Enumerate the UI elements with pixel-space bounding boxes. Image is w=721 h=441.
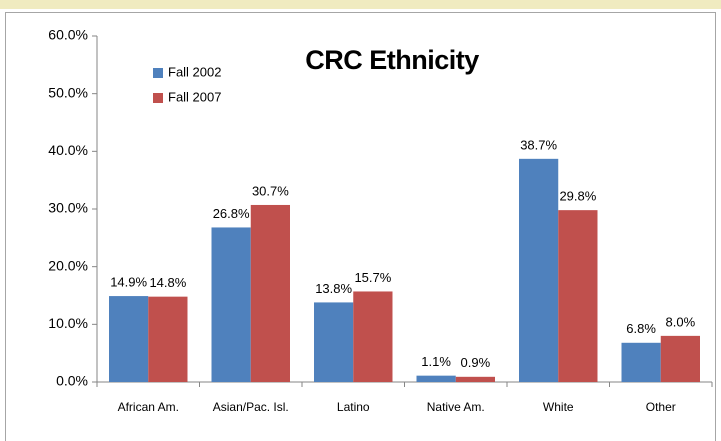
chart-title: CRC Ethnicity [305, 45, 479, 75]
legend-label: Fall 2007 [168, 89, 221, 104]
bar [558, 210, 598, 382]
y-tick-label: 10.0% [48, 315, 88, 331]
value-label: 15.7% [354, 270, 391, 285]
bar [353, 291, 393, 382]
top-band [0, 0, 721, 9]
value-label: 1.1% [421, 354, 451, 369]
y-tick-label: 50.0% [48, 84, 88, 100]
bar [250, 204, 290, 382]
value-label: 8.0% [666, 314, 696, 329]
bar [455, 376, 495, 382]
value-label: 38.7% [520, 137, 557, 152]
value-label: 6.8% [626, 321, 656, 336]
bar [519, 158, 559, 382]
bar [416, 375, 456, 382]
y-tick-label: 40.0% [48, 142, 88, 158]
legend-label: Fall 2002 [168, 64, 221, 79]
y-tick-label: 0.0% [56, 373, 88, 389]
legend-swatch [153, 93, 163, 103]
value-label: 29.8% [559, 189, 596, 204]
x-tick-label: Native Am. [427, 400, 485, 414]
value-label: 26.8% [213, 206, 250, 221]
bar [621, 342, 661, 382]
value-label: 30.7% [252, 183, 289, 198]
value-label: 0.9% [461, 355, 491, 370]
x-tick-label: White [543, 400, 574, 414]
x-tick-label: Asian/Pac. Isl. [213, 400, 289, 414]
x-tick-label: African Am. [118, 400, 179, 414]
value-label: 14.8% [149, 275, 186, 290]
y-tick-label: 20.0% [48, 257, 88, 273]
bar [148, 296, 188, 382]
value-label: 13.8% [315, 281, 352, 296]
y-tick-label: 30.0% [48, 200, 88, 216]
value-label: 14.9% [110, 275, 147, 290]
bar [314, 302, 354, 382]
bar [211, 227, 251, 382]
y-tick-label: 60.0% [48, 27, 88, 43]
bar [660, 335, 700, 382]
legend-swatch [153, 68, 163, 78]
bar [109, 296, 149, 382]
x-tick-label: Other [646, 400, 676, 414]
x-tick-label: Latino [337, 400, 370, 414]
